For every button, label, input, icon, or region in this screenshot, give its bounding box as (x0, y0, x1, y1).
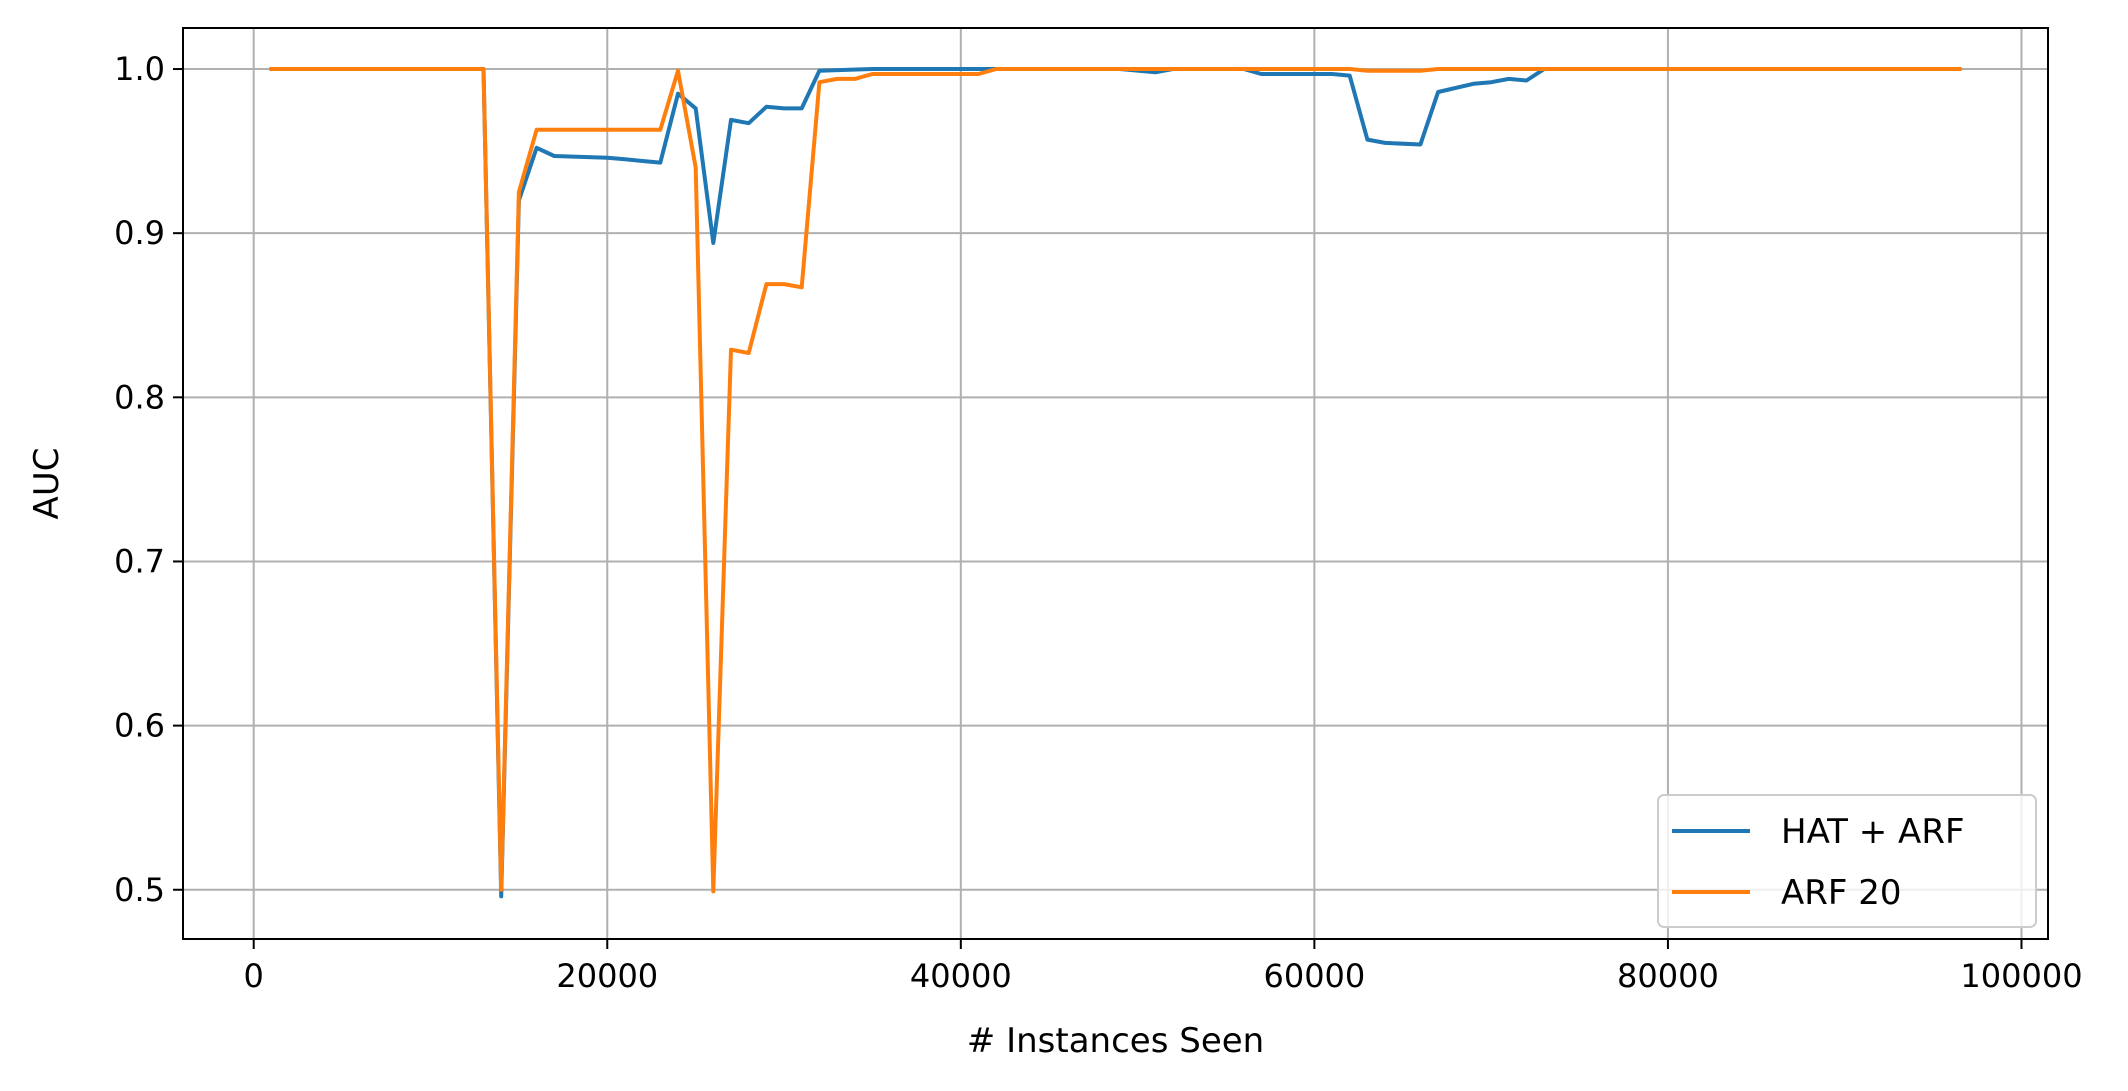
legend-box (1657, 794, 2037, 928)
legend: HAT + ARF ARF 20 (1657, 794, 2037, 928)
y-tick-label: 0.8 (114, 378, 165, 416)
y-tick-label: 0.7 (114, 542, 165, 580)
y-tick-label: 0.9 (114, 214, 165, 252)
legend-label-hat-arf: HAT + ARF (1781, 812, 1965, 852)
y-tick-label: 1.0 (114, 50, 165, 88)
x-tick-label: 0 (244, 957, 264, 995)
x-axis-ticks: 0 20000 40000 60000 80000 100000 (244, 939, 2083, 995)
x-tick-label: 80000 (1617, 957, 1719, 995)
plot-area-frame (182, 27, 2049, 940)
legend-label-arf-20: ARF 20 (1781, 873, 1902, 913)
x-tick-label: 20000 (556, 957, 658, 995)
y-axis-ticks: 0.5 0.6 0.7 0.8 0.9 1.0 (114, 50, 183, 909)
x-tick-label: 60000 (1263, 957, 1365, 995)
x-axis-title: # Instances Seen (967, 1021, 1264, 1061)
x-tick-label: 100000 (1960, 957, 2082, 995)
y-tick-label: 0.6 (114, 707, 165, 745)
y-axis-title: AUC (27, 448, 67, 520)
series-line-0 (269, 67, 1962, 899)
series-lines (269, 67, 1962, 899)
y-tick-label: 0.5 (114, 871, 165, 909)
series-line-1 (269, 67, 1962, 894)
x-tick-label: 40000 (910, 957, 1012, 995)
